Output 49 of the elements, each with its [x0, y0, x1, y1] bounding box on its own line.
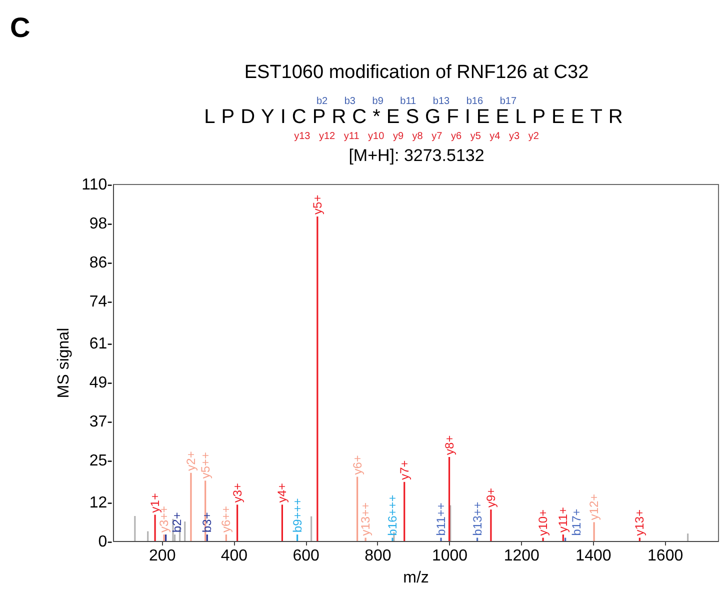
y-tick-label: 110-	[82, 176, 112, 194]
annotation: y6++	[219, 506, 234, 533]
annotation: y2+	[184, 451, 198, 471]
x-tick-label: 400	[220, 548, 248, 564]
y-tick-label: 0-	[98, 534, 112, 550]
y-tick-label: 61-	[89, 336, 112, 353]
annotation: b9+++	[290, 498, 304, 533]
annotation: b11++	[434, 502, 448, 536]
annotation: y8+	[442, 435, 456, 455]
text: C	[10, 12, 30, 44]
x-tick-label: 600	[292, 548, 320, 564]
annotation: y7+	[397, 460, 412, 480]
y-tick-label: 49-	[89, 374, 112, 392]
chart-subtitle: LPDYICPRC*ESGFIEELPEETR	[203, 106, 630, 129]
annotation: y12+	[587, 494, 602, 520]
annotation: y10+	[536, 509, 550, 536]
y-tick-label: 74-	[89, 293, 112, 310]
annotation: b2+	[170, 512, 184, 533]
annotation: b17+	[569, 508, 584, 536]
x-tick-label: 200	[149, 548, 176, 564]
annotation: b13++	[470, 502, 484, 536]
y-tick-label: 25-	[89, 452, 112, 470]
x-tick-label: 1200	[504, 548, 540, 564]
y-tick-label: 86-	[89, 254, 112, 272]
y-tick-label: 12-	[89, 494, 112, 512]
annotation: b16+++	[386, 494, 400, 536]
chart-title: EST1060 modification of RNF126 at C32	[243, 62, 590, 84]
annotation: y1+	[148, 493, 162, 513]
y-tick-label: 37-	[89, 413, 112, 430]
annotation: y5++	[198, 452, 212, 479]
annotation: y13+	[632, 509, 647, 536]
y-tick-label: 98-	[89, 215, 112, 232]
text: b2 b3 b9 b11 b13 b16 b17	[315, 96, 518, 107]
y-axis-title: MS signal	[56, 328, 73, 398]
annotation: y6+	[350, 455, 364, 475]
text: [M+H]: 3273.5132	[348, 146, 486, 166]
x-axis-title: m/z	[403, 570, 429, 586]
annotation: y9+	[484, 488, 498, 508]
x-tick-label: 1000	[432, 548, 468, 564]
x-tick-label: 1600	[648, 548, 684, 564]
annotation: y5+	[310, 194, 324, 214]
x-tick-label: 1400	[576, 548, 612, 564]
annotation: y13++	[358, 502, 373, 536]
x-tick-label: 800	[364, 548, 392, 564]
annotation: y3+	[230, 482, 244, 503]
text: y13 y12 y11 y10 y9 y8 y7 y6 y5 y4 y3 y2	[293, 131, 540, 142]
annotation: y4+	[275, 482, 290, 503]
annotation: b3+	[200, 512, 214, 533]
annotation: y11+	[556, 507, 570, 533]
